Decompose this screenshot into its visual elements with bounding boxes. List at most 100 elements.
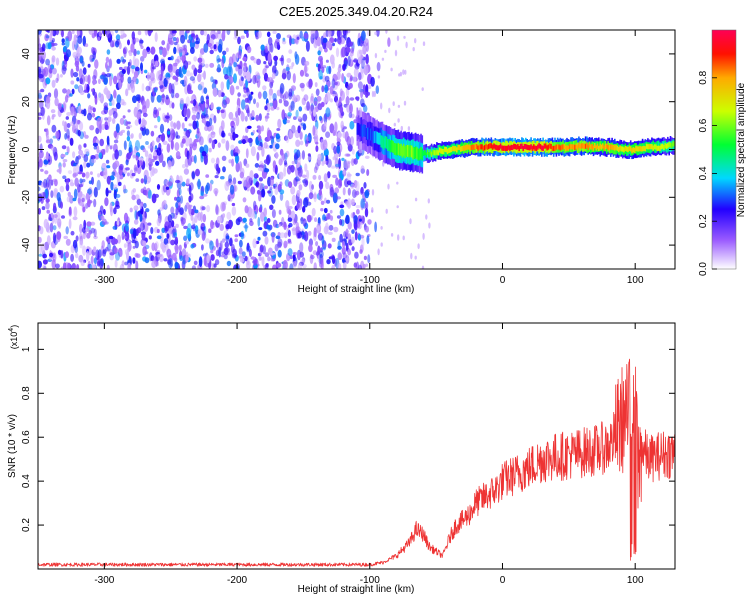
noise-blob	[320, 200, 325, 205]
noise-blob	[311, 184, 314, 190]
signal-cell	[564, 145, 567, 151]
noise-blob	[154, 125, 158, 129]
noise-blob	[414, 197, 418, 202]
colorbar-ticks: 0.00.20.40.60.8	[698, 70, 717, 276]
noise-blob	[313, 227, 317, 238]
signal-cell	[636, 146, 639, 152]
noise-blob	[210, 131, 216, 139]
noise-blob	[216, 106, 222, 111]
noise-blob	[164, 115, 170, 119]
signal-cell	[547, 144, 550, 150]
noise-blob	[157, 254, 162, 258]
noise-blob	[38, 66, 42, 76]
noise-blob	[289, 130, 294, 139]
noise-blob	[45, 95, 51, 104]
noise-blob	[217, 63, 221, 73]
signal-cell	[485, 143, 487, 149]
noise-blob	[342, 64, 346, 71]
noise-blob	[62, 159, 68, 163]
noise-blob	[317, 232, 323, 241]
noise-blob	[333, 145, 338, 154]
signal-cell	[458, 144, 461, 151]
noise-blob	[105, 56, 110, 63]
noise-blob	[96, 179, 101, 191]
noise-blob	[144, 30, 149, 36]
noise-blob	[51, 46, 56, 51]
noise-blob	[320, 208, 324, 212]
signal-cell	[608, 145, 611, 151]
noise-blob	[125, 88, 129, 97]
signal-cell	[582, 143, 584, 149]
noise-blob	[38, 150, 44, 159]
noise-blob	[231, 117, 237, 121]
noise-blob	[362, 263, 366, 269]
noise-blob	[87, 188, 92, 195]
noise-blob	[41, 43, 46, 53]
noise-blob	[329, 98, 333, 103]
noise-blob	[306, 169, 310, 180]
noise-blob	[185, 96, 190, 107]
noise-blob	[345, 30, 348, 36]
noise-blob	[160, 65, 164, 76]
colorbar: 0.00.20.40.60.8 Normalized spectral ampl…	[698, 29, 747, 276]
signal-cell	[673, 141, 675, 147]
noise-blob	[198, 256, 203, 268]
noise-blob	[207, 42, 212, 48]
noise-blob	[153, 106, 157, 115]
signal-cell	[515, 144, 518, 150]
noise-blob	[183, 235, 188, 242]
noise-blob	[352, 59, 358, 63]
noise-blob	[329, 215, 334, 221]
noise-blob	[120, 30, 125, 36]
noise-blob	[256, 72, 261, 82]
noise-blob	[275, 143, 280, 150]
noise-blob	[181, 220, 185, 226]
noise-blob	[106, 264, 110, 269]
noise-blob	[130, 65, 136, 70]
noise-blob	[331, 264, 335, 269]
noise-blob	[302, 218, 307, 227]
noise-blob	[299, 140, 304, 146]
noise-blob	[188, 123, 193, 127]
noise-blob	[276, 128, 281, 131]
signal-cell	[381, 136, 384, 149]
noise-blob	[129, 144, 133, 153]
noise-blob	[344, 153, 350, 157]
noise-blob	[200, 81, 205, 86]
noise-blob	[113, 89, 117, 98]
noise-blob	[331, 237, 336, 242]
noise-blob	[349, 120, 355, 130]
noise-blob	[341, 73, 345, 83]
noise-blob	[199, 195, 205, 200]
signal-cell	[464, 145, 466, 151]
noise-blob	[321, 247, 327, 251]
signal-cell	[448, 147, 450, 154]
noise-blob	[40, 181, 46, 188]
noise-blob	[45, 77, 51, 85]
noise-blob	[269, 135, 276, 139]
noise-blob	[51, 114, 56, 118]
noise-blob	[374, 31, 378, 36]
noise-blob	[385, 30, 388, 34]
signal-cell	[643, 145, 645, 151]
noise-blob	[339, 204, 345, 209]
noise-blob	[337, 245, 342, 250]
noise-blob	[134, 252, 139, 258]
noise-blob	[231, 202, 236, 207]
noise-blob	[421, 87, 424, 91]
noise-blob	[183, 60, 189, 70]
noise-blob	[214, 190, 218, 197]
noise-blob	[396, 205, 399, 209]
noise-blob	[144, 150, 149, 158]
noise-blob	[184, 116, 188, 122]
noise-blob	[302, 206, 306, 213]
noise-blob	[193, 56, 198, 62]
noise-blob	[246, 31, 249, 38]
noise-blob	[38, 94, 43, 100]
signal-cell	[587, 144, 589, 150]
x-tick-label: -200	[227, 575, 247, 586]
noise-blob	[253, 173, 259, 179]
noise-blob	[276, 262, 282, 268]
signal-cell	[438, 147, 441, 153]
noise-blob	[118, 250, 123, 258]
